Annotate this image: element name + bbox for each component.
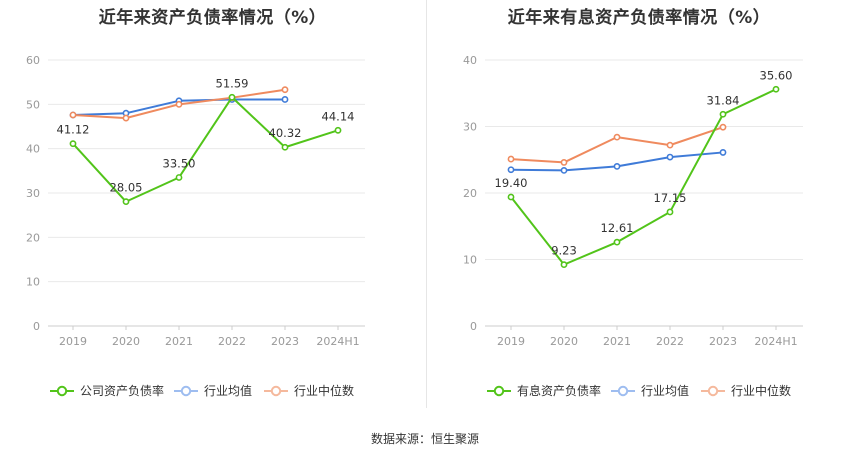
- x-tick-label: 2023: [709, 335, 737, 348]
- y-tick-label: 10: [463, 254, 477, 267]
- legend-item[interactable]: 行业均值: [174, 383, 252, 398]
- data-label: 12.61: [601, 221, 634, 235]
- data-point[interactable]: [613, 238, 621, 246]
- y-tick-label: 0: [33, 320, 40, 333]
- x-tick-label: 2022: [218, 335, 246, 348]
- left-line-chart: 0 10 20 30 40 50 60 2019 2020 2021 2022 2023 2024H1 4…: [26, 54, 365, 398]
- y-tick-label: 20: [26, 231, 40, 244]
- x-tick-label: 2020: [550, 335, 578, 348]
- y-tick-label: 30: [463, 121, 477, 134]
- legend-item[interactable]: 公司资产负债率: [50, 383, 164, 398]
- legend-marker-icon: [617, 385, 629, 397]
- legend-item[interactable]: 行业均值: [611, 383, 689, 398]
- x-tick-label: 2022: [656, 335, 684, 348]
- legend-label: 公司资产负债率: [80, 383, 164, 398]
- y-tick-label: 20: [463, 187, 477, 200]
- left-chart-title: 近年来资产负债率情况（%）: [98, 8, 327, 28]
- data-point[interactable]: [175, 100, 183, 108]
- legend-item[interactable]: 行业中位数: [264, 383, 354, 398]
- legend-marker-icon: [270, 385, 282, 397]
- series-line: [510, 88, 777, 266]
- y-tick-label: 50: [26, 98, 40, 111]
- data-point[interactable]: [334, 126, 342, 134]
- series-line: [72, 96, 339, 203]
- data-label: 31.84: [707, 93, 740, 107]
- x-tick-label: 2021: [603, 335, 631, 348]
- data-point[interactable]: [560, 166, 568, 174]
- data-point[interactable]: [666, 153, 674, 161]
- data-label: 28.05: [110, 181, 143, 195]
- data-point[interactable]: [122, 114, 130, 122]
- data-label: 19.40: [495, 176, 528, 190]
- y-tick-label: 0: [470, 320, 477, 333]
- legend-marker-icon: [707, 385, 719, 397]
- legend-label: 行业中位数: [731, 383, 791, 398]
- legend-marker-icon: [493, 385, 505, 397]
- x-tick-label: 2023: [271, 335, 299, 348]
- legend-marker-icon: [56, 385, 68, 397]
- x-tick-label: 2024H1: [316, 335, 359, 348]
- x-tick-label: 2021: [165, 335, 193, 348]
- data-point[interactable]: [69, 111, 77, 119]
- legend-item[interactable]: 有息资产负债率: [487, 383, 601, 398]
- data-label: 33.50: [163, 156, 196, 170]
- data-label: 51.59: [216, 76, 249, 90]
- y-tick-label: 40: [463, 54, 477, 67]
- legend-marker-icon: [180, 385, 192, 397]
- data-point[interactable]: [560, 159, 568, 166]
- data-source: 数据来源：恒生聚源: [370, 432, 479, 446]
- x-tick-label: 2024H1: [754, 335, 797, 348]
- data-point[interactable]: [281, 143, 289, 151]
- x-tick-label: 2019: [497, 335, 525, 348]
- data-point[interactable]: [666, 141, 674, 149]
- legend-item[interactable]: 行业中位数: [701, 383, 791, 398]
- y-tick-label: 60: [26, 54, 40, 67]
- data-point[interactable]: [228, 93, 236, 101]
- y-tick-label: 10: [26, 276, 40, 289]
- data-point[interactable]: [772, 85, 780, 93]
- data-label: 44.14: [322, 109, 355, 123]
- data-label: 17.15: [654, 191, 687, 205]
- data-point[interactable]: [560, 261, 568, 269]
- data-point[interactable]: [719, 110, 727, 118]
- y-tick-label: 30: [26, 187, 40, 200]
- data-label: 9.23: [551, 244, 577, 258]
- legend-label: 行业中位数: [294, 383, 354, 398]
- data-point[interactable]: [719, 149, 727, 156]
- legend-label: 有息资产负债率: [517, 383, 601, 398]
- data-point[interactable]: [281, 96, 289, 103]
- right-chart-title: 近年来有息资产负债率情况（%）: [507, 8, 771, 28]
- legend-label: 行业均值: [204, 383, 252, 398]
- left-chart-panel: 近年来资产负债率情况（%） 0 10 20 30 40 50 60 2019 2020 2021 2…: [0, 0, 425, 420]
- data-point[interactable]: [122, 198, 130, 206]
- data-point[interactable]: [666, 208, 674, 216]
- data-label: 40.32: [269, 126, 302, 140]
- series-line: [510, 126, 724, 164]
- data-label: 41.12: [57, 123, 90, 137]
- data-point[interactable]: [281, 86, 289, 94]
- x-tick-label: 2019: [59, 335, 87, 348]
- legend-label: 行业均值: [641, 383, 689, 398]
- data-point[interactable]: [507, 166, 515, 174]
- data-point[interactable]: [69, 140, 77, 148]
- data-point[interactable]: [719, 123, 727, 131]
- y-tick-label: 40: [26, 143, 40, 156]
- data-point[interactable]: [613, 133, 621, 141]
- data-point[interactable]: [507, 193, 515, 201]
- right-line-chart: 0 10 20 30 40 2019 2020 2021 2022 2023 2024H1 19.40…: [463, 54, 803, 398]
- data-point[interactable]: [507, 155, 515, 163]
- panel-divider: [426, 0, 427, 408]
- data-point[interactable]: [175, 174, 183, 181]
- data-point[interactable]: [613, 162, 621, 170]
- x-tick-label: 2020: [112, 335, 140, 348]
- right-chart-panel: 近年来有息资产负债率情况（%） 0 10 20 30 40 2019 2020 2021 202…: [428, 0, 850, 420]
- data-label: 35.60: [760, 68, 793, 82]
